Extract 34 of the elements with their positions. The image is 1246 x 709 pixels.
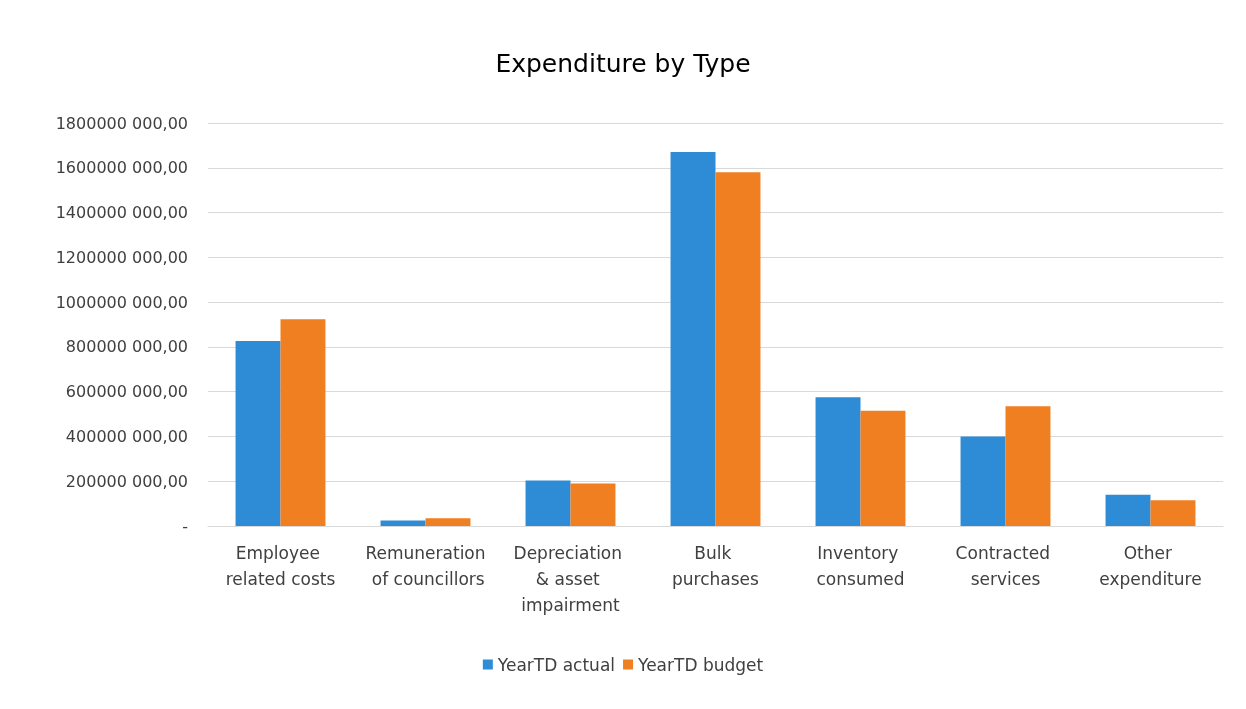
x-tick-label: Employee related costs [225, 543, 336, 589]
bar [1150, 500, 1196, 526]
y-tick-label: 1000000 000,00 [55, 292, 188, 312]
legend-label: YearTD actual [496, 654, 616, 675]
y-tick-label: 1200000 000,00 [55, 247, 188, 267]
bar [425, 518, 471, 526]
bar [815, 397, 861, 526]
y-tick-label: 1600000 000,00 [55, 158, 188, 178]
y-tick-label: 400000 000,00 [65, 426, 188, 446]
x-tick-label: Depreciation & asset impairment [513, 543, 628, 615]
bar [670, 152, 716, 526]
y-tick-label: 200000 000,00 [65, 471, 188, 491]
bar [715, 172, 761, 526]
legend-label: YearTD budget [637, 654, 764, 675]
x-tick-label: Contracted services [955, 543, 1056, 589]
x-tick-label: Remuneration of councillors [365, 543, 486, 589]
bar [860, 410, 906, 526]
bar [1105, 494, 1151, 526]
x-tick-label: Bulk purchases [672, 543, 760, 589]
bar [525, 480, 571, 526]
x-tick-label: Inventory consumed [816, 543, 905, 589]
bar [570, 483, 616, 526]
bar [235, 341, 281, 526]
x-tick-label: Other expenditure [1099, 543, 1202, 589]
bar [380, 520, 426, 526]
y-tick-label: 1400000 000,00 [55, 203, 188, 223]
y-tick-label: 800000 000,00 [65, 337, 188, 357]
y-tick-label: 600000 000,00 [65, 382, 188, 402]
chart-title: Expenditure by Type [495, 49, 751, 78]
bar [1005, 406, 1051, 526]
y-tick-label: 1800000 000,00 [55, 113, 188, 133]
bar [960, 436, 1006, 526]
bar [280, 319, 326, 526]
y-tick-label: - [182, 516, 188, 536]
